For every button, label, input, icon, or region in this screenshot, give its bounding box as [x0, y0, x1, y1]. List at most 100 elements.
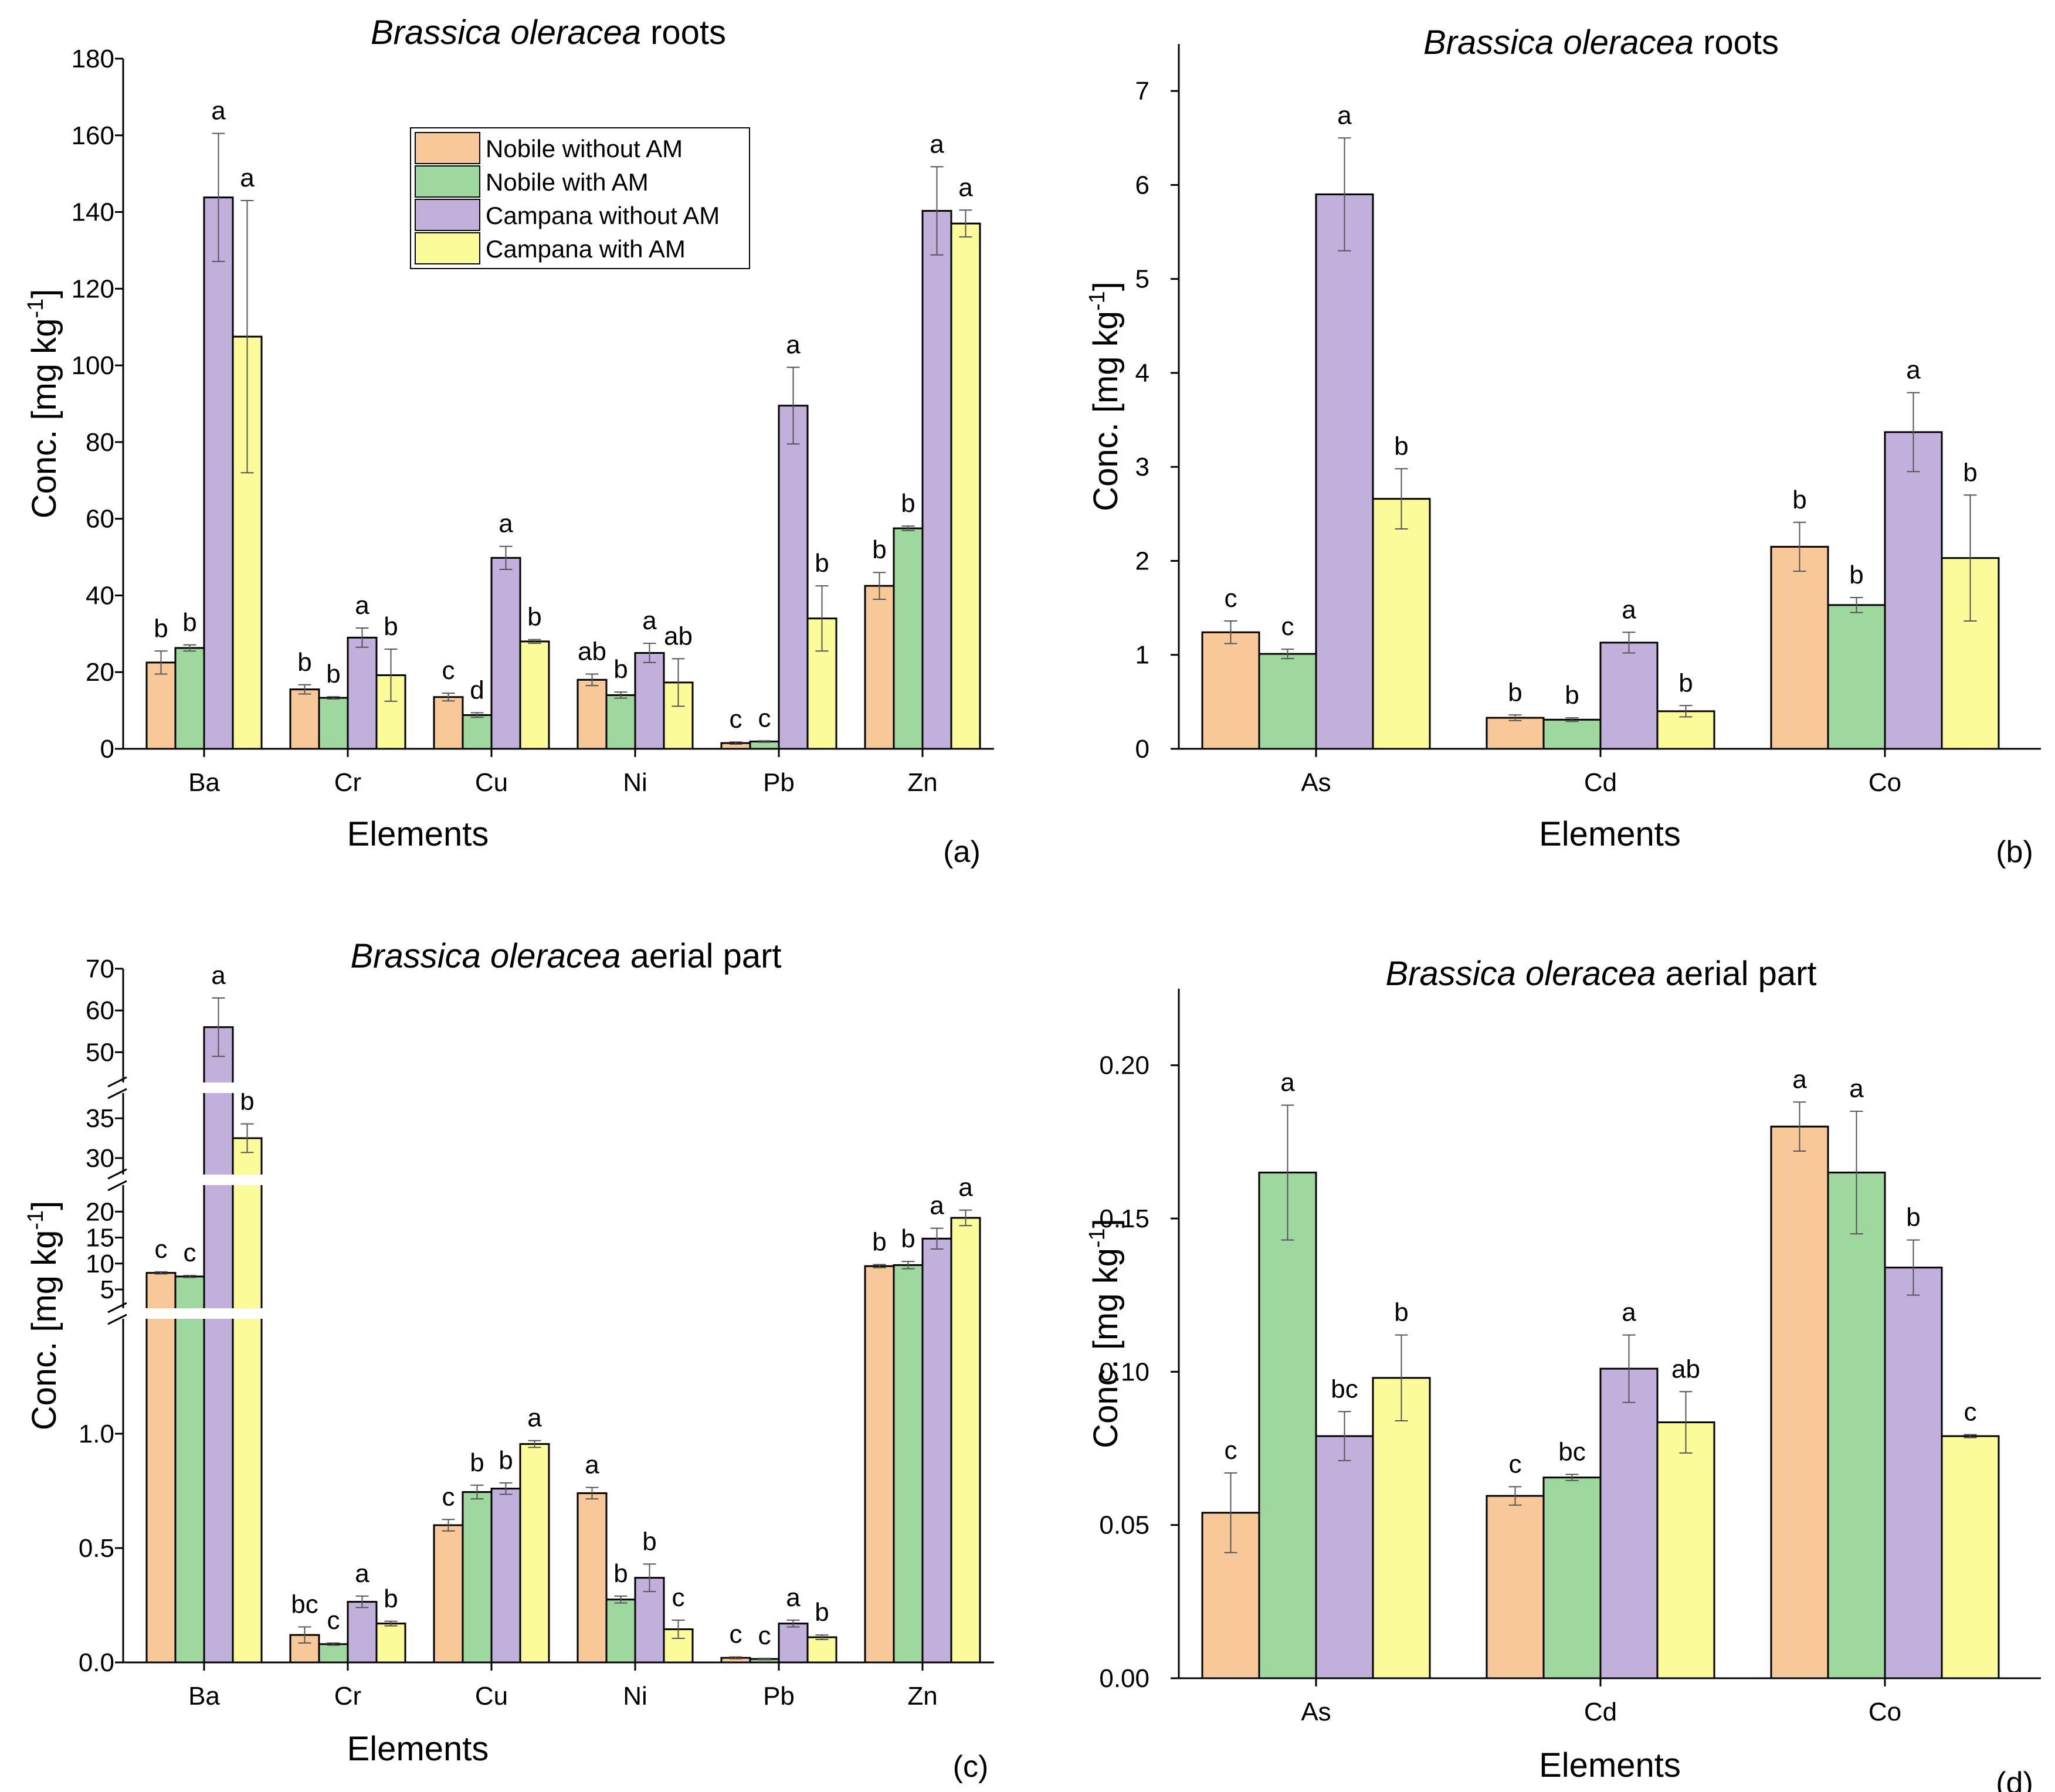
y-tick-label: 0.0 [79, 1648, 114, 1677]
significance-letter: b [872, 1228, 886, 1257]
significance-letter: c [758, 704, 771, 732]
significance-letter: b [1394, 1298, 1408, 1327]
significance-letter: b [642, 1527, 656, 1556]
bar [1542, 718, 1602, 750]
y-tick-label: 60 [86, 505, 114, 534]
significance-letter: b [1678, 668, 1693, 697]
x-tick-label: Cr [334, 768, 361, 797]
chart-title-species: Brassica oleracea [371, 13, 641, 52]
y-tick-label: 120 [72, 274, 114, 303]
significance-letter: bc [1331, 1374, 1358, 1403]
y-tick-label: 0 [100, 735, 114, 763]
bar [1599, 1367, 1659, 1679]
significance-letter: c [1225, 584, 1237, 613]
bar [232, 1137, 263, 1664]
x-tick-label: Cu [475, 1682, 508, 1710]
x-tick-label: As [1301, 768, 1331, 797]
bar [289, 688, 320, 750]
bar [950, 1217, 981, 1664]
significance-letter: a [1906, 356, 1921, 385]
bar [1827, 604, 1886, 750]
y-tick-label: 0.05 [1099, 1511, 1149, 1540]
significance-letter: b [499, 1446, 513, 1475]
significance-letter: c [327, 1606, 340, 1635]
x-tick-label: Zn [907, 768, 937, 797]
bar [145, 661, 177, 750]
significance-letter: d [470, 676, 484, 705]
y-axis-label-end: ] [1087, 281, 1125, 291]
x-tick-label: Pb [763, 1682, 795, 1710]
y-tick-label: 0.5 [79, 1534, 114, 1563]
bar [605, 694, 636, 750]
bar [1315, 193, 1374, 750]
chart-title-species: Brassica oleracea [1385, 955, 1656, 993]
significance-letter: a [958, 173, 973, 202]
bar [1201, 631, 1260, 750]
significance-letter: b [1508, 678, 1522, 707]
significance-letter: a [355, 591, 369, 620]
y-axis-label: Conc. [mg kg-1] [1085, 281, 1125, 511]
axis-break-mark [107, 1076, 127, 1088]
y-tick-label: 80 [86, 428, 114, 457]
y-tick-label: 40 [86, 581, 114, 610]
x-tick-label: Ni [623, 1682, 647, 1710]
y-tick-label: 4 [1135, 359, 1149, 388]
x-tick-label: Cu [475, 768, 508, 797]
y-axis-label-sup: -1 [23, 298, 48, 318]
legend-swatch [415, 232, 480, 264]
significance-letter: a [585, 1451, 599, 1479]
panel-label: (d) [1996, 1766, 2033, 1792]
chart-title-part: aerial part [1656, 955, 1816, 993]
significance-letter: a [786, 330, 801, 359]
x-tick-label: Pb [763, 768, 795, 797]
significance-letter: ab [664, 622, 693, 650]
panel-a: Brassica oleracea roots 0 20 40 60 80 100 120 14… [23, 13, 994, 869]
significance-letter: b [1394, 432, 1408, 460]
bar [1656, 1421, 1715, 1679]
chart-title-species: Brassica oleracea [350, 937, 620, 975]
y-tick-label: 0.00 [1099, 1664, 1149, 1693]
bar [634, 652, 665, 750]
bar [490, 556, 521, 750]
panel-label: (c) [953, 1750, 989, 1784]
legend-swatch [415, 199, 480, 231]
panel-label: (a) [943, 835, 981, 869]
legend-entry: Campana without AM [486, 202, 720, 229]
chart-title-part: roots [1694, 23, 1779, 62]
significance-letter: c [1509, 1450, 1522, 1478]
bar [318, 1643, 349, 1664]
legend: Nobile without AM Nobile with AM Campana w… [410, 127, 750, 269]
bar [577, 678, 608, 750]
significance-letter: b [901, 489, 915, 518]
x-tick-label: Ba [188, 768, 220, 797]
y-axis-label-end: ] [25, 1201, 63, 1210]
y-axis-label-sup: -1 [23, 1210, 48, 1230]
significance-letter: a [1280, 1068, 1295, 1097]
legend-entry: Nobile without AM [486, 135, 683, 162]
y-tick-label: 140 [72, 198, 114, 227]
bar [433, 1524, 464, 1664]
significance-letter: a [1622, 595, 1636, 624]
y-axis-label: Conc. [mg kg-1] [23, 1201, 63, 1431]
y-tick-label: 0.20 [1099, 1051, 1149, 1080]
significance-letter: a [1849, 1074, 1864, 1103]
bar [605, 1598, 636, 1664]
y-tick-label: 180 [72, 45, 114, 73]
axis-break-mark [107, 1168, 127, 1180]
y-tick-label: 5 [1135, 265, 1149, 294]
significance-letter: b [1792, 486, 1806, 514]
bar [462, 1491, 493, 1664]
significance-letter: b [384, 612, 398, 641]
y-axis-label-sup: -1 [1085, 1228, 1110, 1248]
bar [1884, 1267, 1943, 1679]
axis-break-mark [107, 1180, 127, 1192]
bar [1656, 710, 1715, 750]
y-tick-label: 3 [1135, 453, 1149, 481]
bar [462, 714, 493, 750]
bar [1258, 1172, 1317, 1679]
x-axis-label: Elements [347, 1730, 489, 1768]
bar [433, 696, 464, 750]
significance-letter: c [155, 1235, 168, 1264]
significance-letter: b [1963, 458, 1977, 487]
y-axis-label: Conc. [mg kg-1] [1085, 1219, 1125, 1448]
